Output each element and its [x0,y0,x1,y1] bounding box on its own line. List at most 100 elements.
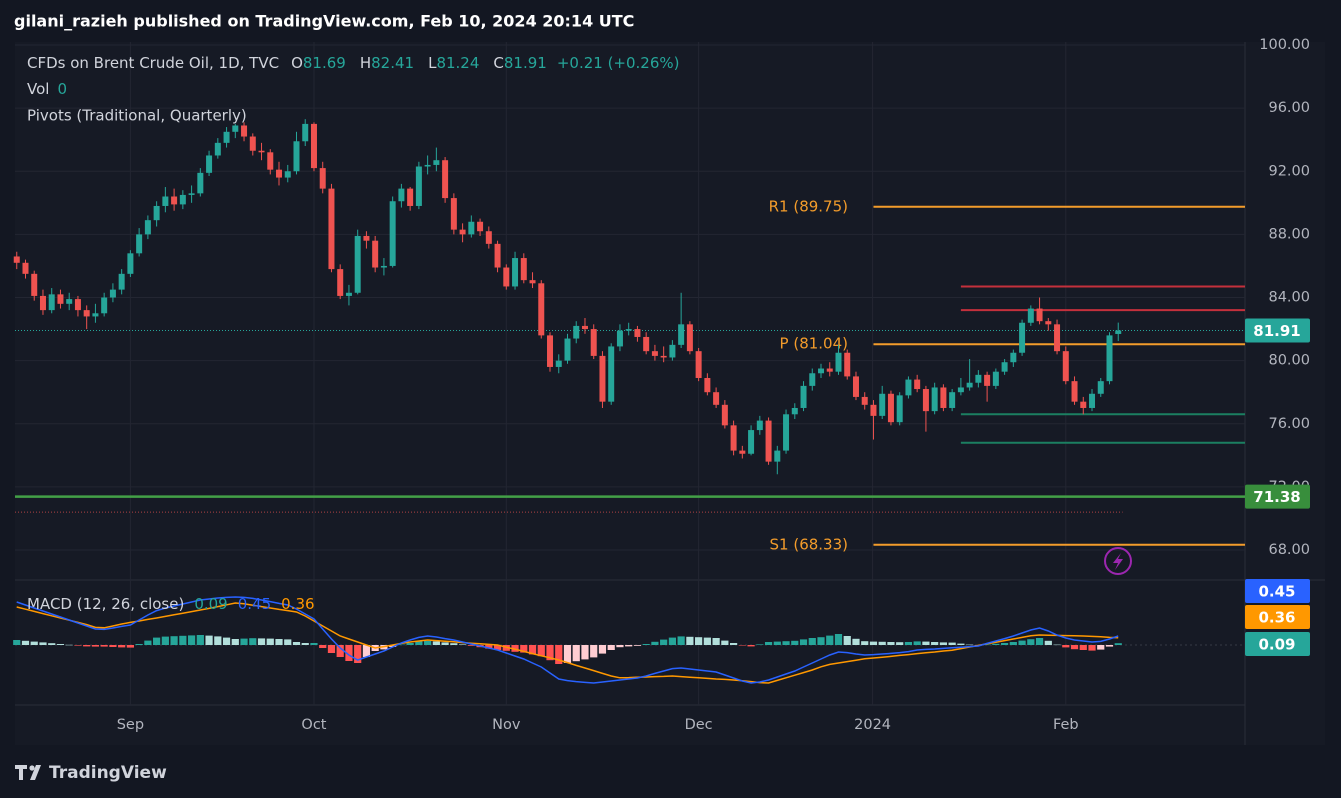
histogram-bar [458,644,467,645]
candle-body [74,299,81,311]
candle-body [1027,308,1034,323]
candle-body [1054,324,1061,352]
pivot-label: R1 (89.75) [769,197,848,215]
histogram-bar [266,638,274,645]
histogram-bar [30,641,38,645]
candle-body [389,201,396,266]
candle-body [1071,381,1078,402]
histogram-bar [773,641,781,645]
y-tick-label: 68.00 [1268,542,1310,558]
histogram-bar [21,640,30,645]
candle-body [634,329,641,337]
macd-legend: MACD (12, 26, close) 0.09 0.45 0.36 [27,595,315,613]
histogram-bar [187,635,196,645]
candle-body [258,150,265,153]
candle-body [22,262,29,274]
candle-body [328,188,335,270]
macd-line [16,596,1119,684]
candle-body [92,313,99,317]
legend-key: Vol [27,80,49,98]
candle-body [503,267,510,287]
histogram-bar [1062,645,1070,648]
candle-body [188,193,195,195]
candle-body [407,188,414,206]
histogram-bar [633,645,642,646]
histogram-bar [520,645,528,653]
candle-body [538,283,545,336]
pivot-label: S1 (68.33) [770,535,848,553]
candle-body [686,324,693,352]
candle-body [625,329,632,331]
histogram-bar [389,645,397,647]
candle-body [1010,352,1017,363]
histogram-bar [799,639,808,645]
histogram-bar [625,645,633,647]
candle-body [127,253,134,274]
histogram-bar [249,638,257,645]
y-tick-label: 100.00 [1259,37,1310,53]
candle-body [660,355,667,358]
signal-line [16,602,1119,684]
candle-body [581,325,588,330]
y-tick-label: 80.00 [1268,353,1310,369]
candle-body [276,169,283,178]
candle-body [730,425,737,451]
histogram-bar [992,643,1000,645]
histogram-bar [616,645,624,648]
candle-body [241,125,248,137]
histogram-bar [703,637,711,645]
candle-body [1089,393,1096,408]
histogram-bar [738,645,746,646]
candle-body [267,152,274,170]
histogram-bar [668,637,676,645]
legend-value: 0.09 [194,595,227,613]
logo [15,765,41,780]
histogram-bar [1000,643,1009,645]
candle-body [494,243,501,268]
candle-body [153,205,160,221]
candle-body [975,374,982,383]
candle-body [284,171,291,178]
histogram-bar [756,644,764,645]
histogram-bar [354,645,362,663]
candle-body [608,346,615,402]
candle-body [791,407,798,415]
y-tick-label: 84.00 [1268,290,1310,306]
histogram-bar [1070,645,1079,650]
histogram-bar [231,639,239,645]
histogram-bar [56,644,65,645]
histogram-bar [13,640,21,645]
histogram-bar [345,645,353,661]
histogram-bar [83,645,91,647]
candle-body [1062,351,1069,382]
histogram-bar [39,642,47,645]
candle-body [931,387,938,412]
histogram-bar [808,638,816,645]
candle-body [136,234,143,254]
candle-body [171,196,178,205]
candle-body [162,196,169,206]
histogram-bar [222,637,231,645]
candle-body [590,329,597,356]
histogram-bar [764,642,773,645]
candle-body [765,420,772,462]
candle-body [319,168,326,189]
histogram-bar [1097,645,1105,650]
histogram-bar [922,641,930,645]
candle-body [345,292,352,296]
histogram-bar [834,634,843,645]
histogram-bar [467,645,475,646]
candle-body [835,352,842,372]
alert-icon[interactable] [1104,547,1132,575]
candle-body [984,374,991,386]
histogram-bar [284,639,292,645]
histogram-bar [677,636,685,645]
histogram-bar [292,642,301,645]
legend-indicator: Pivots (Traditional, Quarterly) [27,107,247,125]
histogram-bar [966,644,974,646]
x-tick-label: Oct [301,717,326,733]
histogram-bar [861,641,869,645]
legend-title: CFDs on Brent Crude Oil, 1D, TVC O81.69 H8… [27,54,680,72]
candle-body [293,141,300,172]
histogram-bar [257,638,266,645]
